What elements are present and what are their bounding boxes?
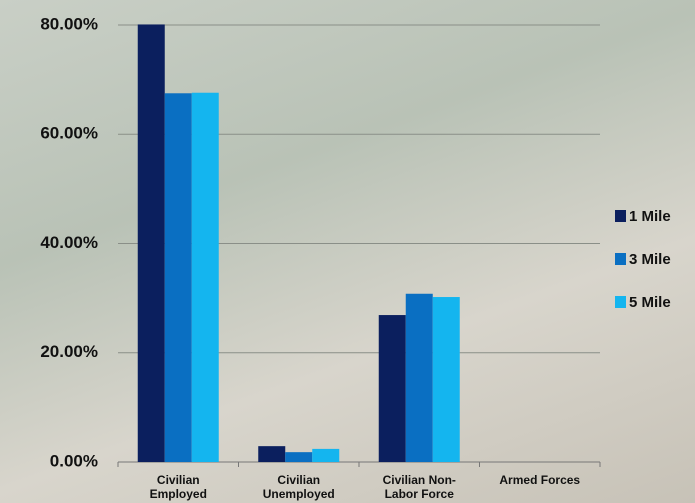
x-tick-label: Civilian Unemployed — [262, 473, 335, 501]
legend-label: 3 Mile — [629, 251, 671, 268]
bar — [285, 452, 313, 462]
y-tick-label: 40.00% — [40, 233, 98, 252]
legend-swatch — [615, 210, 626, 222]
legend-swatch — [615, 296, 626, 308]
x-tick-label: Civilian Employed — [149, 473, 207, 501]
bar — [191, 92, 219, 463]
y-tick-label: 60.00% — [40, 124, 98, 143]
legend-swatch — [615, 253, 626, 265]
x-tick-label: Civilian Non-Labor Force — [382, 473, 456, 501]
legend-label: 1 Mile — [629, 208, 671, 225]
bar — [258, 446, 286, 462]
bar — [378, 315, 406, 462]
bar — [164, 93, 192, 462]
x-tick-label: Armed Forces — [499, 473, 581, 487]
legend-label: 5 Mile — [629, 294, 671, 311]
y-tick-label: 20.00% — [40, 342, 98, 361]
bar — [432, 297, 460, 462]
bar — [137, 24, 165, 463]
bar — [405, 293, 433, 462]
y-tick-label: 0.00% — [50, 451, 98, 470]
y-tick-label: 80.00% — [40, 14, 98, 33]
bar — [312, 448, 340, 462]
